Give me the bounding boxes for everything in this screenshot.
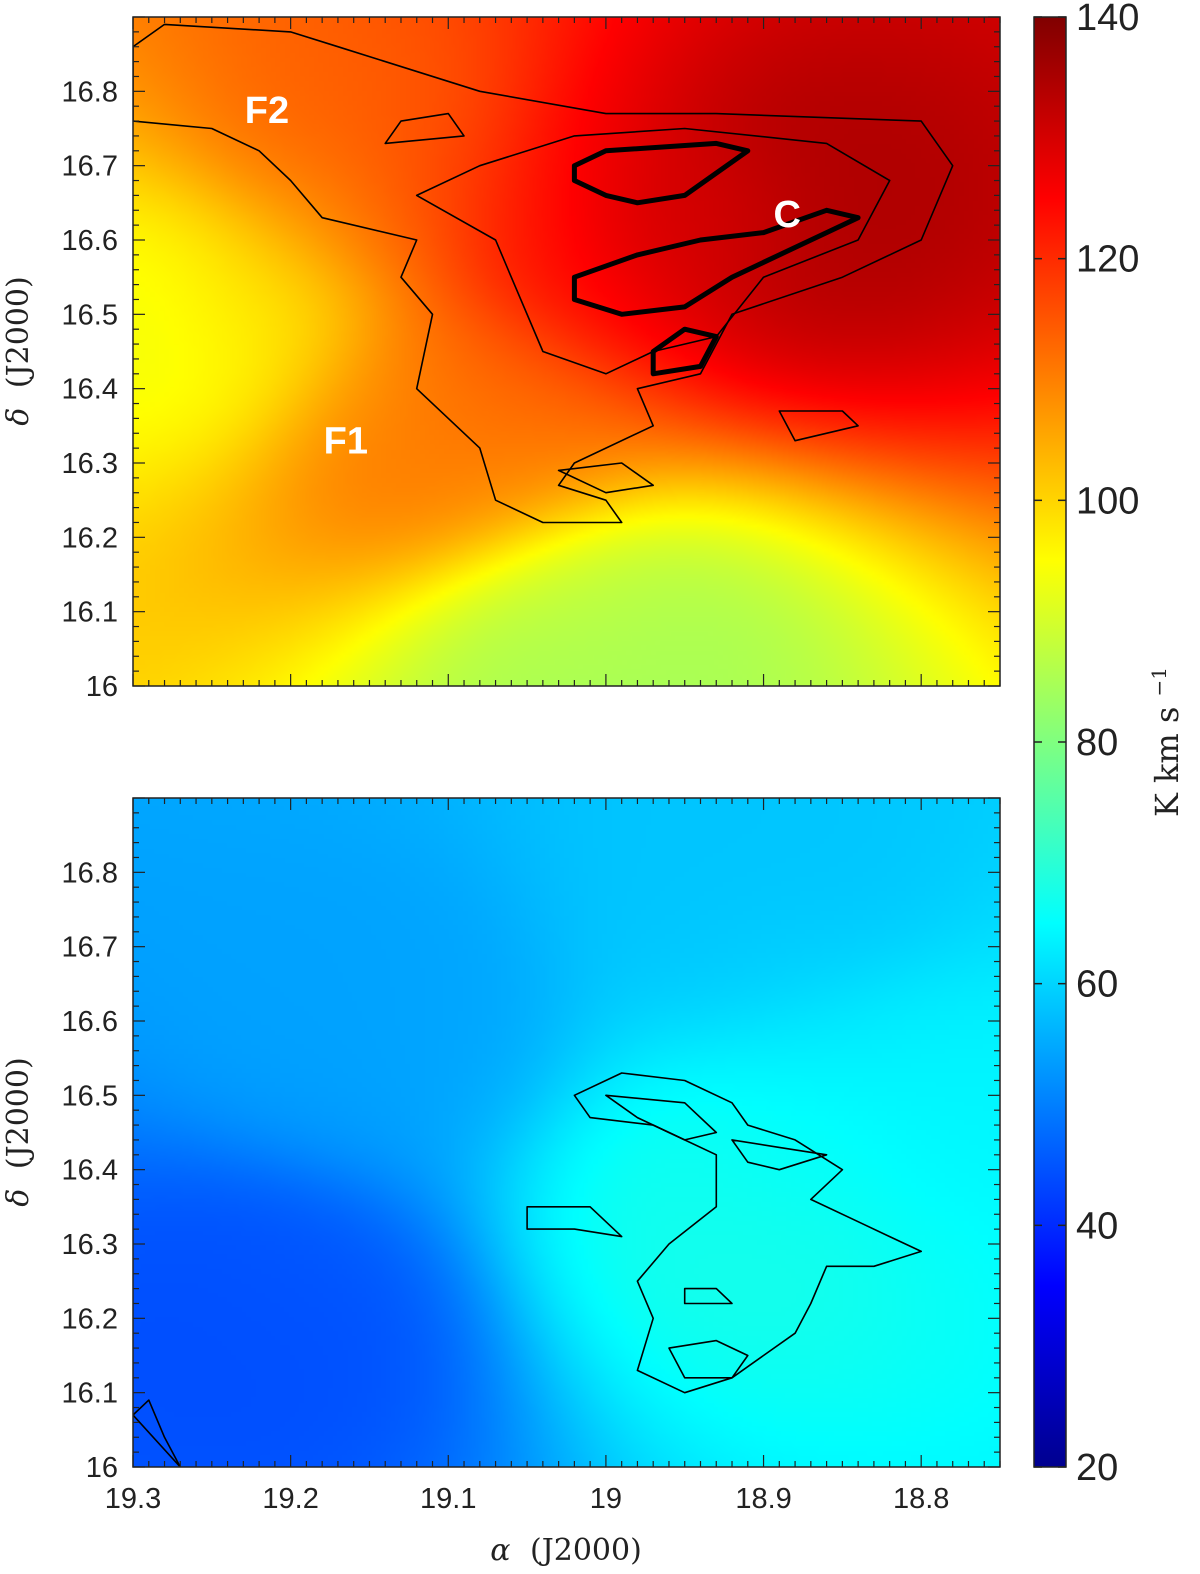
colorbar-title-exponent: −1 [1147, 667, 1171, 696]
y-tick-label: 16.6 [62, 225, 118, 257]
x-tick-label: 19.1 [420, 1483, 476, 1515]
colorbar-tick-label: 100 [1076, 480, 1139, 522]
top-annotations: F2 F1 C [245, 90, 801, 463]
y-tick-label: 16.6 [62, 1006, 118, 1038]
y-tick-label: 16.2 [62, 522, 118, 554]
colorbar-tick-label: 140 [1076, 0, 1139, 39]
top-y-axis-text: (J2000) [1, 276, 36, 388]
bottom-plot-frame [132, 797, 1001, 1468]
bottom-y-axis-text: (J2000) [1, 1057, 36, 1169]
y-tick-label: 16.5 [62, 1080, 118, 1112]
colorbar-title-main: K km s [1148, 707, 1186, 817]
top-panel: 16 16.1 16.2 16.3 16.4 16.5 16.6 16.7 16.8 F2 F1 C… [1, 16, 1001, 703]
colorbar: 140 120 100 80 60 40 20 K km s −1 [1033, 0, 1186, 1489]
bottom-y-axis-symbol: δ [1, 1189, 36, 1207]
bottom-x-axis-text: (J2000) [530, 1533, 642, 1568]
y-tick-label: 16.5 [62, 299, 118, 331]
region-label: C [773, 194, 800, 236]
colorbar-title: K km s −1 [1147, 667, 1186, 817]
colorbar-tick-label: 60 [1076, 964, 1118, 1006]
contour-line [526, 1206, 623, 1238]
contour-line [731, 1139, 828, 1171]
y-tick-label: 16.8 [62, 857, 118, 889]
contour-line [605, 1094, 718, 1141]
y-tick-label: 16.1 [62, 597, 118, 629]
top-y-axis-symbol: δ [1, 408, 36, 426]
x-tick-label: 18.9 [735, 1483, 791, 1515]
region-label: F2 [245, 90, 289, 132]
top-heatmap [133, 17, 1000, 686]
bottom-x-tick-labels: 19.3 19.2 19.1 19 18.9 18.8 [105, 1483, 950, 1515]
contour-line [384, 112, 465, 145]
bottom-heatmap-image [133, 798, 1000, 1467]
bottom-y-tick-labels: 16 16.1 16.2 16.3 16.4 16.5 16.6 16.7 16.8 [62, 857, 118, 1484]
contour-line [668, 1339, 749, 1379]
y-tick-label: 16.4 [62, 1155, 118, 1187]
bottom-x-axis-label: α (J2000) [490, 1533, 642, 1568]
y-tick-label: 16.3 [62, 1229, 118, 1261]
y-tick-label: 16.7 [62, 932, 118, 964]
colorbar-tick-label: 120 [1076, 239, 1139, 281]
contour-line [133, 1399, 182, 1467]
colorbar-tick-label: 20 [1076, 1447, 1118, 1489]
y-tick-label: 16.3 [62, 448, 118, 480]
contour-line [573, 1072, 923, 1394]
top-heatmap-image [133, 17, 1000, 686]
y-tick-label: 16.8 [62, 76, 118, 108]
y-tick-label: 16.2 [62, 1303, 118, 1335]
contour-line [650, 326, 719, 377]
top-contours [133, 23, 954, 524]
x-tick-label: 19 [590, 1483, 622, 1515]
bottom-x-axis-symbol: α [490, 1533, 510, 1568]
contour-line [571, 140, 751, 206]
x-tick-label: 18.8 [893, 1483, 949, 1515]
y-tick-label: 16 [86, 671, 118, 703]
bottom-contours [133, 1072, 923, 1467]
bottom-ticks [132, 797, 1001, 1468]
region-label: F1 [324, 421, 368, 463]
bottom-heatmap [133, 798, 1000, 1467]
x-tick-label: 19.2 [262, 1483, 318, 1515]
colorbar-tick-label: 40 [1076, 1205, 1118, 1247]
top-y-axis-label: δ (J2000) [1, 276, 36, 425]
y-tick-label: 16.1 [62, 1378, 118, 1410]
top-plot-frame [132, 16, 1001, 687]
contour-line [778, 410, 859, 442]
contour-line [557, 462, 655, 494]
top-ticks [132, 16, 1001, 687]
contour-line [683, 1287, 733, 1305]
x-tick-label: 19.3 [105, 1483, 161, 1515]
y-tick-label: 16.7 [62, 151, 118, 183]
colorbar-ticks: 140 120 100 80 60 40 20 [1034, 0, 1139, 1489]
contour-line [571, 207, 861, 317]
colorbar-tick-label: 80 [1076, 722, 1118, 764]
bottom-y-axis-label: δ (J2000) [1, 1057, 36, 1206]
y-tick-label: 16.4 [62, 374, 118, 406]
top-y-tick-labels: 16 16.1 16.2 16.3 16.4 16.5 16.6 16.7 16.8 [62, 76, 118, 703]
y-tick-label: 16 [86, 1452, 118, 1484]
